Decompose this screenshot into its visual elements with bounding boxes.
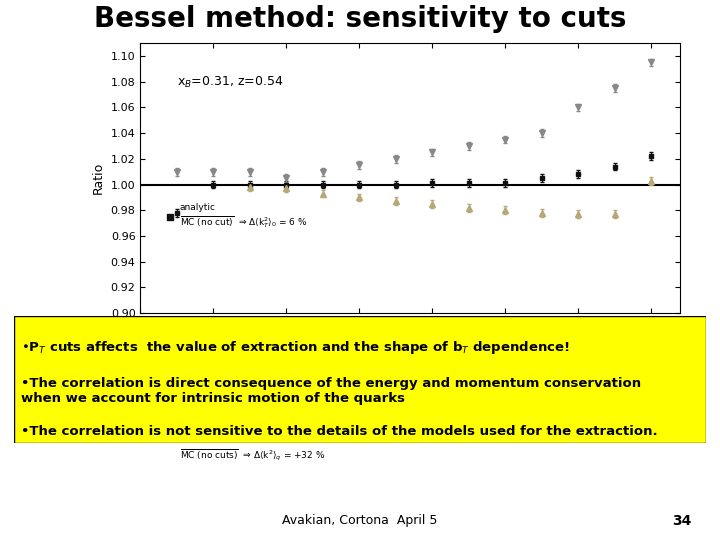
Text: x$_B$=0.31, z=0.54: x$_B$=0.31, z=0.54 <box>177 76 283 90</box>
Y-axis label: Ratio: Ratio <box>92 162 105 194</box>
Text: analytic
$\overline{\mathrm{MC\ (no\ cut)}}$  ⇒ Δ⟨k$_T^2$⟩$_0$ = 6 %: analytic $\overline{\mathrm{MC\ (no\ cut… <box>180 203 307 230</box>
Text: •P$_T$ cuts affects  the value of extraction and the shape of b$_T$ dependence!: •P$_T$ cuts affects the value of extract… <box>22 339 570 356</box>
Text: MC (0.1 < P$_{h\perp}$ GeV/c)
$\overline{\mathrm{MC\ (no\ cut)}}$  ⇒ Δ⟨k$_T^2$⟩$: MC (0.1 < P$_{h\perp}$ GeV/c) $\overline… <box>180 318 316 347</box>
Text: •The correlation is direct consequence of the energy and momentum conservation
w: •The correlation is direct consequence o… <box>22 377 642 405</box>
FancyBboxPatch shape <box>14 316 706 443</box>
Text: 34: 34 <box>672 514 691 528</box>
Text: Bessel method: sensitivity to cuts: Bessel method: sensitivity to cuts <box>94 5 626 33</box>
Text: •The correlation is not sensitive to the details of the models used for the extr: •The correlation is not sensitive to the… <box>22 425 658 438</box>
Text: MC (P$_{h\perp}$ < 0.8 GeV/c)
$\overline{\mathrm{MC\ (no\ cuts)}}$  ⇒ Δ⟨k$^2$⟩$_: MC (P$_{h\perp}$ < 0.8 GeV/c) $\overline… <box>180 433 325 463</box>
X-axis label: b$_T$ (GeV$^{-1}$): b$_T$ (GeV$^{-1}$) <box>373 334 448 355</box>
Text: Avakian, Cortona  April 5: Avakian, Cortona April 5 <box>282 514 438 527</box>
